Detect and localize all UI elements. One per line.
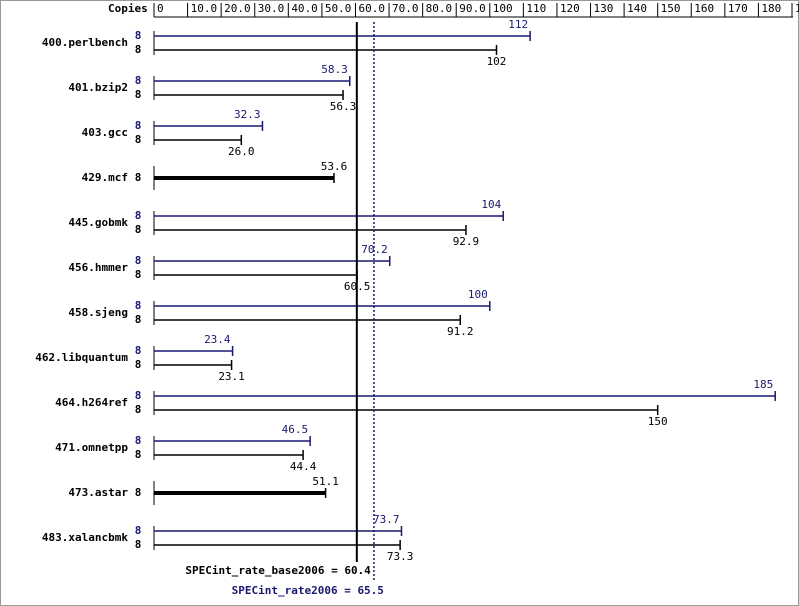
benchmark-label: 429.mcf — [82, 171, 128, 184]
x-tick-label: 180 — [761, 2, 781, 15]
copies-label: 8 — [135, 486, 142, 499]
x-tick-label: 0 — [157, 2, 164, 15]
x-tick-label: 190 — [795, 2, 799, 15]
copies-label: 8 — [135, 268, 142, 281]
value-label: 44.4 — [290, 460, 317, 473]
value-label: 73.7 — [373, 513, 400, 526]
copies-label: 8 — [135, 133, 142, 146]
x-tick-label: 100 — [493, 2, 513, 15]
copies-label: 8 — [135, 119, 142, 132]
value-label: 150 — [648, 415, 668, 428]
copies-label: 8 — [135, 524, 142, 537]
reference-label: SPECint_rate2006 = 65.5 — [232, 584, 384, 597]
value-label: 53.6 — [321, 160, 348, 173]
value-label: 58.3 — [321, 63, 348, 76]
copies-label: 8 — [135, 88, 142, 101]
copies-label: 8 — [135, 344, 142, 357]
copies-label: 8 — [135, 313, 142, 326]
copies-label: 8 — [135, 29, 142, 42]
copies-label: 8 — [135, 223, 142, 236]
value-label: 70.2 — [361, 243, 388, 256]
value-label: 32.3 — [234, 108, 261, 121]
copies-label: 8 — [135, 171, 142, 184]
value-label: 185 — [753, 378, 773, 391]
value-label: 23.1 — [218, 370, 245, 383]
copies-label: 8 — [135, 434, 142, 447]
x-tick-label: 60.0 — [358, 2, 385, 15]
benchmark-label: 403.gcc — [82, 126, 128, 139]
x-tick-label: 150 — [661, 2, 681, 15]
benchmark-label: 456.hmmer — [68, 261, 128, 274]
copies-label: 8 — [135, 43, 142, 56]
x-tick-label: 70.0 — [392, 2, 419, 15]
x-tick-label: 130 — [594, 2, 614, 15]
value-label: 92.9 — [453, 235, 480, 248]
benchmark-label: 464.h264ref — [55, 396, 128, 409]
benchmark-label: 445.gobmk — [68, 216, 128, 229]
value-label: 112 — [508, 18, 528, 31]
benchmark-label: 473.astar — [68, 486, 128, 499]
copies-label: 8 — [135, 209, 142, 222]
value-label: 26.0 — [228, 145, 255, 158]
copies-label: 8 — [135, 403, 142, 416]
copies-label: 8 — [135, 538, 142, 551]
x-tick-label: 140 — [627, 2, 647, 15]
reference-label: SPECint_rate_base2006 = 60.4 — [185, 564, 371, 577]
value-label: 102 — [487, 55, 507, 68]
benchmark-label: 483.xalancbmk — [42, 531, 128, 544]
benchmark-label: 471.omnetpp — [55, 441, 128, 454]
copies-label: 8 — [135, 254, 142, 267]
copies-label: 8 — [135, 74, 142, 87]
benchmark-label: 462.libquantum — [35, 351, 128, 364]
value-label: 56.3 — [330, 100, 357, 113]
x-tick-label: 90.0 — [459, 2, 486, 15]
x-tick-label: 80.0 — [426, 2, 453, 15]
copies-label: 8 — [135, 299, 142, 312]
benchmark-label: 401.bzip2 — [68, 81, 128, 94]
benchmark-label: 458.sjeng — [68, 306, 128, 319]
x-tick-label: 30.0 — [258, 2, 285, 15]
benchmark-label: 400.perlbench — [42, 36, 128, 49]
x-tick-label: 170 — [728, 2, 748, 15]
value-label: 91.2 — [447, 325, 474, 338]
value-label: 51.1 — [312, 475, 339, 488]
copies-label: 8 — [135, 389, 142, 402]
axis-label: Copies — [108, 2, 148, 15]
x-tick-label: 20.0 — [224, 2, 251, 15]
value-label: 23.4 — [204, 333, 231, 346]
value-label: 104 — [481, 198, 501, 211]
x-tick-label: 110 — [526, 2, 546, 15]
value-label: 46.5 — [282, 423, 309, 436]
x-tick-label: 40.0 — [291, 2, 318, 15]
x-tick-label: 10.0 — [191, 2, 218, 15]
copies-label: 8 — [135, 358, 142, 371]
value-label: 73.3 — [387, 550, 414, 563]
value-label: 100 — [468, 288, 488, 301]
copies-label: 8 — [135, 448, 142, 461]
x-tick-label: 50.0 — [325, 2, 352, 15]
x-tick-label: 120 — [560, 2, 580, 15]
x-tick-label: 160 — [694, 2, 714, 15]
